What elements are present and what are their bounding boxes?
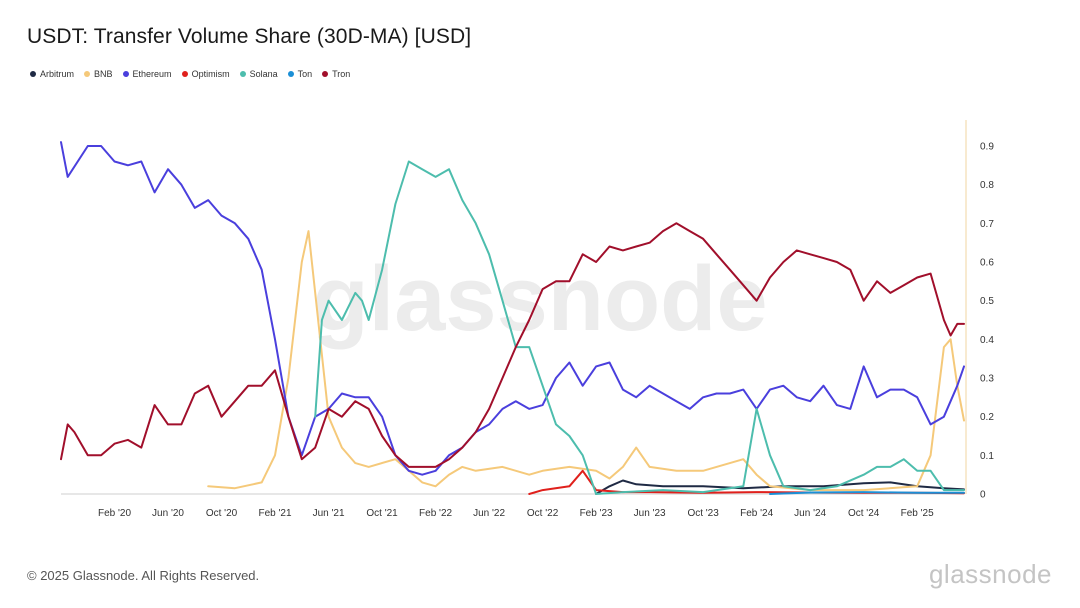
chart-title: USDT: Transfer Volume Share (30D-MA) [US… (27, 25, 472, 48)
x-tick-label: Oct '21 (366, 508, 398, 519)
x-tick-label: Feb '25 (901, 508, 934, 519)
x-tick-label: Jun '22 (473, 508, 505, 519)
legend-label-solana: Solana (249, 69, 278, 79)
legend-item-ton[interactable]: Ton (287, 69, 313, 79)
legend-item-optimism[interactable]: Optimism (181, 69, 230, 79)
y-tick-label: 0.6 (980, 258, 994, 269)
legend-dot-solana (239, 71, 246, 77)
x-tick-label: Oct '22 (527, 508, 559, 519)
y-tick-label: 0.8 (980, 180, 994, 191)
series-line-tron[interactable] (60, 222, 965, 468)
x-tick-label: Feb '20 (98, 508, 131, 519)
y-tick-label: 0.4 (980, 335, 994, 346)
x-tick-label: Feb '22 (419, 508, 452, 519)
legend-dot-arbitrum (30, 71, 36, 77)
legend-item-tron[interactable]: Tron (322, 69, 350, 79)
series-line-solana[interactable] (314, 160, 965, 495)
axes-layer: 0 0.1 0.2 0.3 0.4 0.5 0.6 0.7 0.8 0.9 Feb '20 Jun '… (61, 120, 994, 519)
x-tick-label: Oct '20 (206, 508, 238, 519)
copyright-text: © 2025 Glassnode. All Rights Reserved. (27, 568, 260, 583)
series-line-ethereum[interactable] (60, 141, 965, 476)
x-tick-label: Feb '24 (740, 508, 773, 519)
y-tick-label: 0.5 (980, 296, 994, 307)
legend-dot-bnb (84, 71, 91, 77)
x-tick-label: Feb '21 (259, 508, 292, 519)
glassnode-logo[interactable]: glassnode (928, 559, 1052, 589)
legend-label-arbitrum: Arbitrum (40, 69, 75, 79)
legend-label-ethereum: Ethereum (132, 69, 172, 79)
legend-item-solana[interactable]: Solana (239, 69, 278, 79)
series-lines (60, 141, 965, 495)
x-tick-label: Oct '23 (687, 508, 719, 519)
y-tick-label: 0.7 (980, 219, 994, 230)
y-tick-label: 0.9 (980, 142, 994, 153)
series-line-bnb[interactable] (207, 230, 965, 492)
legend-label-tron: Tron (332, 69, 351, 79)
x-tick-label: Jun '24 (794, 508, 826, 519)
legend-dot-optimism (181, 71, 188, 77)
x-tick-label: Jun '23 (634, 508, 666, 519)
y-tick-label: 0 (980, 490, 986, 501)
legend-item-bnb[interactable]: BNB (84, 69, 113, 79)
watermark-text: glassnode (312, 248, 767, 350)
legend-label-bnb: BNB (94, 69, 113, 79)
legend-dot-ton (287, 71, 294, 77)
series-line-ton[interactable] (769, 491, 965, 495)
x-tick-label: Feb '23 (580, 508, 613, 519)
x-tick-label: Oct '24 (848, 508, 880, 519)
x-tick-label: Jun '20 (152, 508, 184, 519)
x-tick-label: Jun '21 (313, 508, 345, 519)
legend-label-optimism: Optimism (191, 69, 230, 79)
y-tick-label: 0.2 (980, 412, 994, 423)
y-tick-label: 0.1 (980, 451, 994, 462)
legend: Arbitrum BNB Ethereum Optimism Solana To… (30, 68, 350, 80)
legend-item-ethereum[interactable]: Ethereum (122, 69, 172, 79)
legend-dot-tron (322, 71, 329, 77)
legend-label-ton: Ton (297, 69, 313, 79)
legend-dot-ethereum (122, 71, 129, 77)
legend-item-arbitrum[interactable]: Arbitrum (30, 69, 74, 79)
y-tick-label: 0.3 (980, 374, 994, 385)
